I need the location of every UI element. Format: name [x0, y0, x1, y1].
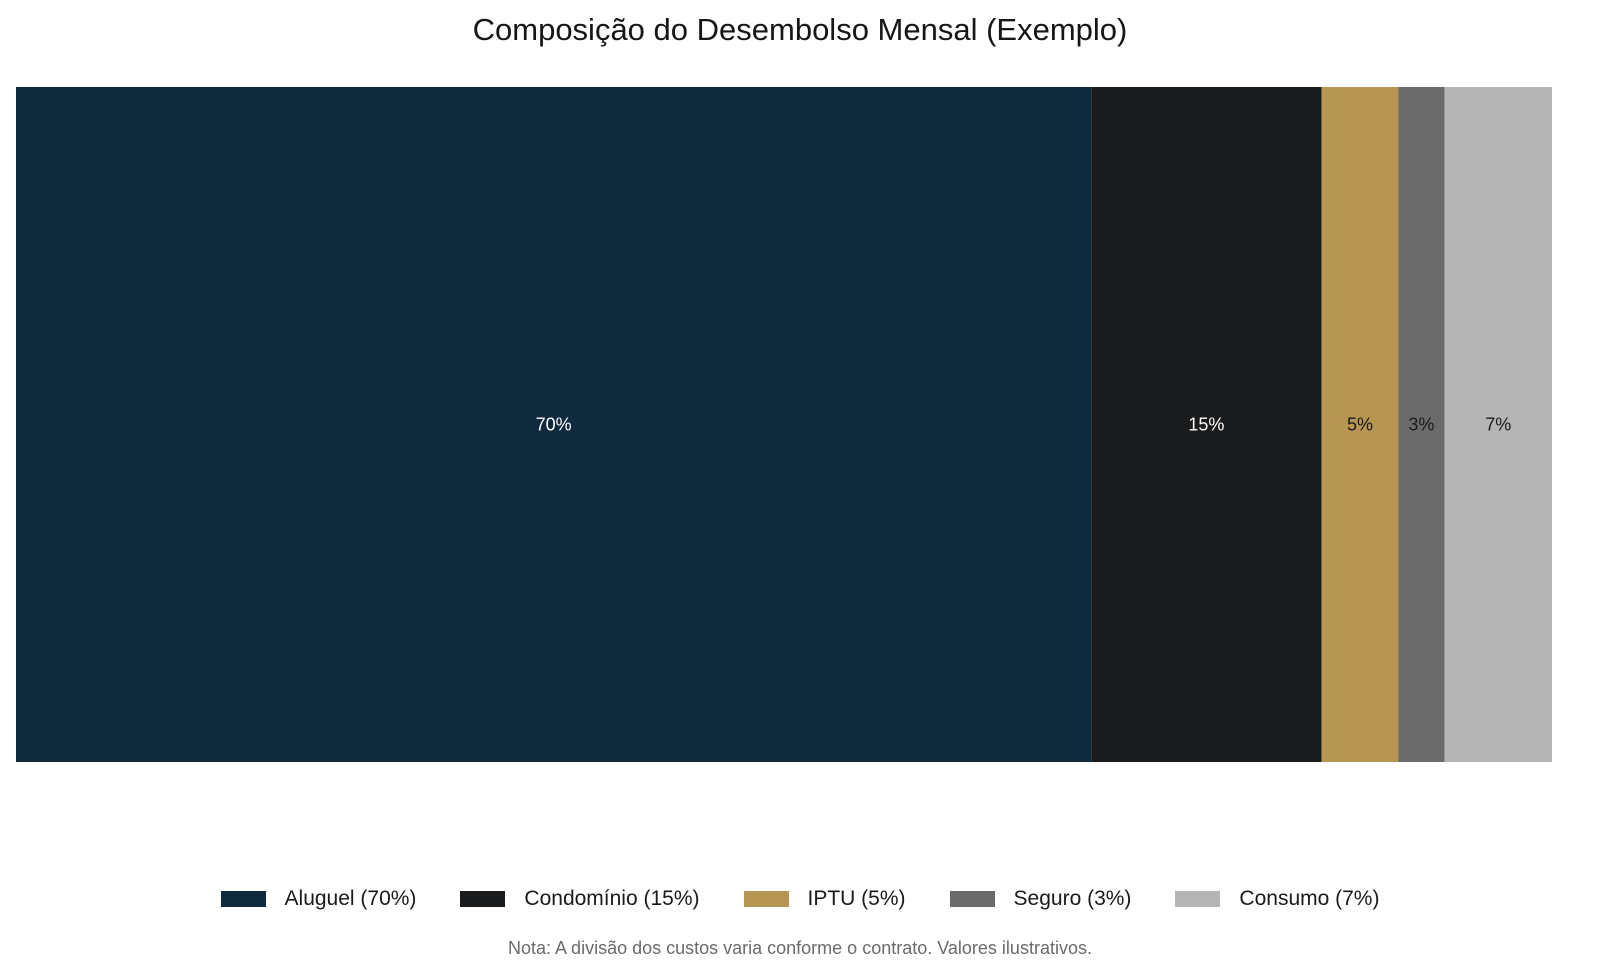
- legend-swatch: [743, 891, 789, 907]
- legend-item: Aluguel (70%): [220, 886, 417, 912]
- data-label-aluguel: 70%: [536, 415, 572, 435]
- legend-item: IPTU (5%): [743, 886, 906, 912]
- legend-label: Consumo (7%): [1239, 887, 1380, 910]
- chart-title: Composição do Desembolso Mensal (Exemplo…: [472, 12, 1128, 47]
- legend-swatch: [220, 891, 266, 907]
- data-label-iptu: 5%: [1347, 415, 1373, 435]
- legend-swatch: [460, 891, 506, 907]
- legend-swatch: [1175, 891, 1221, 907]
- legend-swatch: [949, 891, 995, 907]
- data-label-condominio: 15%: [1188, 415, 1224, 435]
- chart-note: Nota: A divisão dos custos varia conform…: [508, 938, 1092, 958]
- bar-segment-condominio: [1091, 87, 1322, 762]
- bar-segment-seguro: [1398, 87, 1445, 762]
- legend-item: Seguro (3%): [949, 886, 1132, 912]
- data-labels: 70% 15% 5% 3% 7%: [536, 415, 1512, 435]
- bar-segment-aluguel: [16, 87, 1092, 762]
- bar-segment-consumo: [1444, 87, 1552, 762]
- bar-segment-iptu: [1321, 87, 1399, 762]
- legend-label: IPTU (5%): [807, 887, 906, 910]
- chart-legend: Aluguel (70%) Condomínio (15%) IPTU (5%) Se…: [0, 886, 1600, 912]
- bar-segments: [16, 87, 1552, 762]
- legend-label: Condomínio (15%): [524, 887, 700, 910]
- legend-label: Seguro (3%): [1013, 887, 1132, 910]
- legend-item: Condomínio (15%): [460, 886, 700, 912]
- legend-label: Aluguel (70%): [284, 887, 417, 910]
- data-label-seguro: 3%: [1408, 415, 1434, 435]
- data-label-consumo: 7%: [1485, 415, 1511, 435]
- legend-item: Consumo (7%): [1175, 886, 1379, 912]
